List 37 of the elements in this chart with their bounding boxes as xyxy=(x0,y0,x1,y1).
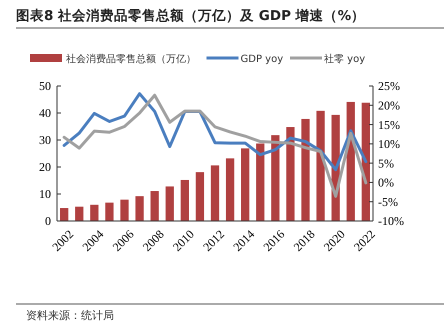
y-tick-label: 0 xyxy=(45,214,51,228)
y2-tick-label: 5% xyxy=(378,156,394,170)
bar xyxy=(120,200,129,221)
bar xyxy=(150,191,159,221)
y2-tick-label: 25% xyxy=(378,79,400,94)
y-tick-label: 30 xyxy=(39,133,51,148)
line-series xyxy=(62,94,368,198)
y-tick-label: 40 xyxy=(39,106,51,120)
bar xyxy=(90,204,98,221)
bar xyxy=(135,196,144,221)
bar xyxy=(60,208,68,221)
y2-tick-label: 15% xyxy=(378,118,400,132)
y-tick-label: 20 xyxy=(39,160,51,174)
legend-label: 社会消费品零售总额（万亿） xyxy=(66,53,196,65)
y-tick-label: 50 xyxy=(39,79,51,94)
legend-label: 社零 yoy xyxy=(324,53,366,65)
bar xyxy=(75,206,84,221)
bar xyxy=(226,158,234,221)
bar xyxy=(180,180,189,221)
y2-tick-label: -10% xyxy=(378,214,404,228)
legend-label: GDP yoy xyxy=(240,54,284,65)
y2-tick-label: -5% xyxy=(378,194,398,209)
bar xyxy=(210,165,220,221)
bar xyxy=(166,186,174,221)
bar xyxy=(241,148,250,221)
y2-tick-label: 10% xyxy=(378,137,400,152)
bar xyxy=(301,118,310,221)
bar xyxy=(105,202,114,221)
bar xyxy=(196,172,204,221)
y-tick-label: 10 xyxy=(39,187,51,202)
chart-title: 图表8 社会消费品零售总额（万亿）及 GDP 增速（%） xyxy=(16,7,366,24)
text: 资料来源：统计局 xyxy=(26,309,114,322)
y2-tick-label: 20% xyxy=(378,98,400,112)
bar xyxy=(256,144,264,221)
bar xyxy=(271,135,280,221)
bar xyxy=(362,102,370,221)
y2-tick-label: 0% xyxy=(378,176,394,190)
